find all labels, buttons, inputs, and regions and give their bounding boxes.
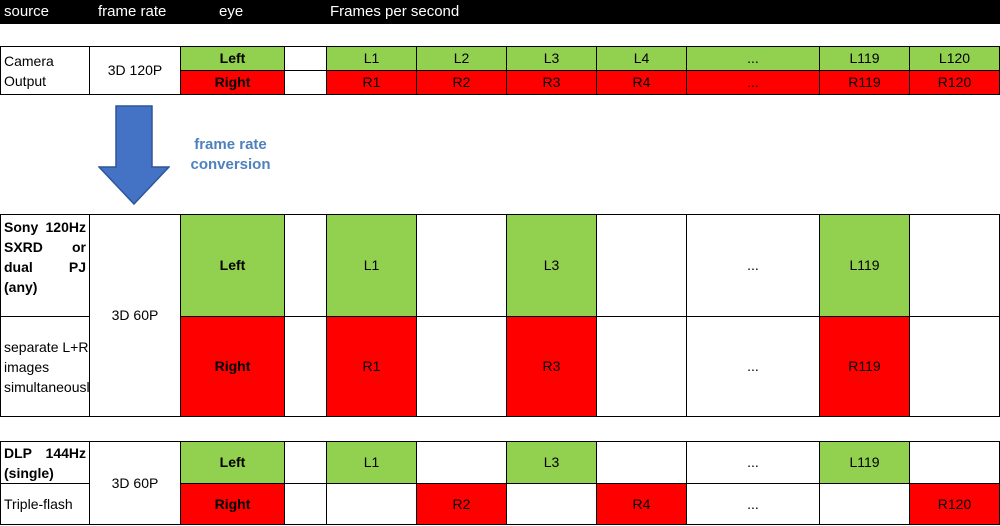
- sony-left-frame-cell: [416, 214, 507, 317]
- camera-left-frame-cell: ...: [686, 46, 820, 71]
- camera-right-eye-label: Right: [180, 70, 285, 95]
- camera-right-frame-cell: R1: [326, 70, 417, 95]
- camera-left-frame-cell: L3: [506, 46, 597, 71]
- sony-left-eye-label: Left: [180, 214, 285, 317]
- dlp-left-frame-cell: L119: [819, 441, 910, 484]
- sony-right-frame-cell: [596, 316, 687, 417]
- dlp-right-frame-cell: R4: [596, 483, 687, 525]
- sony-right-frame-cell: [909, 316, 1000, 417]
- dlp-right-frame-cell: ...: [686, 483, 820, 525]
- sony-left-frame-cell: L1: [326, 214, 417, 317]
- header-source: source: [4, 3, 50, 20]
- dlp-source-note: Triple-flash: [4, 496, 73, 512]
- sony-source-title: Sony 120Hz SXRD or dual PJ (any): [4, 219, 86, 295]
- sony-left-frame-cell: [596, 214, 687, 317]
- frame-rate-conversion-label: frame rate conversion: [190, 136, 271, 173]
- sony-spacer-right: [284, 316, 327, 417]
- header-eye: eye: [219, 3, 244, 20]
- camera-right-frame-cell: R4: [596, 70, 687, 95]
- sony-frame-rate-cell: 3D 60P: [89, 214, 181, 417]
- dlp-left-frame-cell: [416, 441, 507, 484]
- dlp-source-title: DLP 144Hz (single): [4, 445, 86, 481]
- table-header: source frame rate eye Frames per second: [0, 0, 1000, 24]
- sony-spacer-left: [284, 214, 327, 317]
- dlp-source-cell: DLP 144Hz (single): [0, 441, 90, 484]
- dlp-left-frame-cell: [909, 441, 1000, 484]
- camera-right-frame-cell: ...: [686, 70, 820, 95]
- header-frame-rate: frame rate: [98, 3, 167, 20]
- dlp-right-frame-cell: R120: [909, 483, 1000, 525]
- dlp-right-frame-cell: [819, 483, 910, 525]
- camera-right-frame-cell: R2: [416, 70, 507, 95]
- sony-source-note: separate L+R images simultaneously: [4, 338, 97, 395]
- sony-source-note-cell: separate L+R images simultaneously: [0, 316, 97, 417]
- camera-right-frame-cell: R120: [909, 70, 1000, 95]
- dlp-source-note-cell: Triple-flash: [0, 483, 90, 525]
- dlp-spacer-right: [284, 483, 327, 525]
- dlp-spacer-left: [284, 441, 327, 484]
- camera-left-eye-label: Left: [180, 46, 285, 71]
- sony-left-frame-cell: L3: [506, 214, 597, 317]
- sony-right-frame-cell: [416, 316, 507, 417]
- sony-source-cell: Sony 120Hz SXRD or dual PJ (any): [0, 214, 90, 317]
- camera-spacer-right: [284, 70, 327, 95]
- camera-spacer-left: [284, 46, 327, 71]
- sony-right-frame-cell: ...: [686, 316, 820, 417]
- down-arrow-icon: [98, 105, 170, 205]
- sony-left-frame-cell: ...: [686, 214, 820, 317]
- dlp-left-frame-cell: [596, 441, 687, 484]
- dlp-frame-rate-cell: 3D 60P: [89, 441, 181, 525]
- sony-right-frame-cell: R1: [326, 316, 417, 417]
- header-frames-per-second: Frames per second: [330, 3, 460, 20]
- dlp-left-eye-label: Left: [180, 441, 285, 484]
- camera-left-frame-cell: L120: [909, 46, 1000, 71]
- dlp-left-frame-cell: ...: [686, 441, 820, 484]
- camera-source-cell: Camera Output: [0, 46, 90, 95]
- camera-frame-rate-cell: 3D 120P: [89, 46, 181, 95]
- sony-right-frame-cell: R119: [819, 316, 910, 417]
- dlp-right-eye-label: Right: [180, 483, 285, 525]
- camera-left-frame-cell: L4: [596, 46, 687, 71]
- dlp-left-frame-cell: L1: [326, 441, 417, 484]
- sony-left-frame-cell: L119: [819, 214, 910, 317]
- dlp-right-frame-cell: [326, 483, 417, 525]
- camera-right-frame-cell: R3: [506, 70, 597, 95]
- camera-left-frame-cell: L2: [416, 46, 507, 71]
- sony-left-frame-cell: [909, 214, 1000, 317]
- camera-right-frame-cell: R119: [819, 70, 910, 95]
- dlp-right-frame-cell: R2: [416, 483, 507, 525]
- sony-right-eye-label: Right: [180, 316, 285, 417]
- camera-left-frame-cell: L119: [819, 46, 910, 71]
- dlp-left-frame-cell: L3: [506, 441, 597, 484]
- sony-right-frame-cell: R3: [506, 316, 597, 417]
- dlp-right-frame-cell: [506, 483, 597, 525]
- camera-left-frame-cell: L1: [326, 46, 417, 71]
